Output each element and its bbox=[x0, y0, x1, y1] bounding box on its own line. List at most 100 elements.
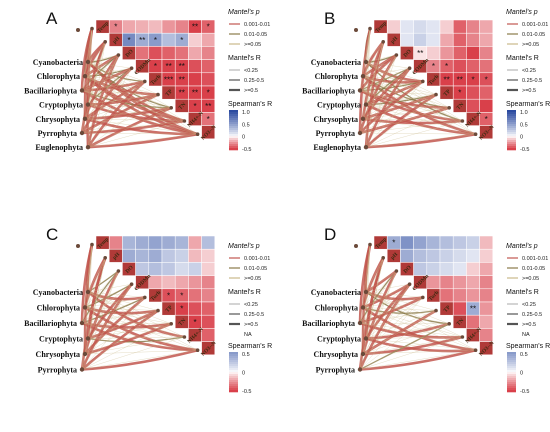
heatmap-cell bbox=[174, 248, 189, 263]
mantel-link-faint bbox=[359, 257, 384, 370]
mantel-link bbox=[84, 296, 146, 355]
heatmap-cell bbox=[161, 235, 176, 250]
mantel-link-faint bbox=[81, 336, 185, 370]
taxon-node bbox=[82, 116, 88, 122]
legend-item-mantel-r: <0.25 bbox=[522, 302, 536, 308]
mantel-link-faint bbox=[365, 81, 423, 105]
mantel-link-faint bbox=[365, 54, 397, 105]
heatmap-cell bbox=[452, 248, 467, 263]
env-node bbox=[103, 40, 107, 44]
mantel-link-faint bbox=[362, 270, 397, 355]
significance-mark: * bbox=[485, 75, 488, 84]
taxon-node bbox=[82, 74, 88, 79]
mantel-link-faint bbox=[359, 28, 371, 134]
mantel-link bbox=[365, 132, 476, 149]
mantel-link-faint bbox=[365, 104, 463, 122]
mantel-link-faint bbox=[362, 297, 423, 355]
legend: Mantel's p 0.001-0.01 0.01-0.05 >=0.05 Mante… bbox=[228, 9, 272, 153]
mantel-link bbox=[80, 283, 133, 371]
legend-item-mantel-r: <0.25 bbox=[244, 68, 258, 74]
colorbar-tick: 0.5 bbox=[242, 122, 250, 128]
panel-letter: C bbox=[46, 225, 58, 244]
taxon-label: Euglenophyta bbox=[35, 143, 83, 152]
taxon-label: Cyanobacteria bbox=[33, 288, 83, 297]
heatmap-cell bbox=[188, 32, 202, 47]
mantel-link-faint bbox=[365, 291, 476, 351]
significance-mark: ** bbox=[192, 23, 198, 32]
mantel-link-faint bbox=[365, 120, 463, 148]
mantel-link-faint bbox=[84, 54, 119, 119]
significance-mark: * bbox=[207, 115, 210, 124]
mantel-link bbox=[87, 132, 198, 149]
mantel-link-faint bbox=[87, 297, 145, 339]
env-node bbox=[169, 322, 173, 326]
heatmap-cell bbox=[479, 32, 494, 47]
mantel-link bbox=[359, 348, 476, 371]
mantel-link-faint bbox=[84, 350, 198, 355]
heatmap-cell bbox=[439, 32, 454, 47]
heatmap-cell bbox=[452, 275, 467, 290]
variable-label: DO bbox=[403, 48, 414, 59]
colorbar-segment bbox=[507, 374, 516, 377]
mantel-link-faint bbox=[87, 104, 198, 135]
taxon-node bbox=[85, 59, 91, 65]
heatmap-cell bbox=[466, 275, 480, 290]
significance-mark: * bbox=[180, 36, 183, 45]
legend: Mantel's p 0.001-0.01 0.01-0.05 >=0.05 Mante… bbox=[506, 9, 550, 153]
mantel-link-faint bbox=[84, 76, 159, 95]
mantel-link-faint bbox=[87, 54, 119, 148]
colorbar-segment bbox=[507, 354, 516, 357]
legend-item-na: NA bbox=[244, 332, 252, 338]
mantel-link-faint bbox=[81, 284, 132, 370]
mantel-link-faint bbox=[87, 291, 172, 324]
mantel-link-faint bbox=[365, 297, 423, 339]
mantel-link-faint bbox=[362, 307, 437, 311]
mantel-link-faint bbox=[84, 284, 132, 355]
mantel-link-faint bbox=[362, 244, 371, 355]
colorbar-segment bbox=[229, 388, 238, 391]
mantel-link bbox=[87, 309, 159, 340]
legend-title-spearman: Spearman's R bbox=[506, 101, 550, 108]
mantel-link bbox=[84, 106, 172, 121]
mantel-link-faint bbox=[81, 310, 159, 370]
mantel-link-faint bbox=[87, 270, 119, 293]
colorbar-segment bbox=[507, 140, 516, 143]
env-node bbox=[394, 269, 399, 273]
heatmap-cell bbox=[466, 46, 480, 60]
variable-label: DO bbox=[125, 264, 136, 275]
mantel-link-faint bbox=[362, 76, 463, 122]
mantel-link-faint bbox=[81, 90, 159, 95]
mantel-link-faint bbox=[365, 61, 437, 95]
significance-mark: *** bbox=[164, 75, 173, 84]
taxon-label: Chlorophyta bbox=[315, 72, 358, 81]
taxon-node bbox=[85, 336, 91, 341]
mantel-link-faint bbox=[365, 61, 410, 69]
mantel-link-faint bbox=[362, 68, 410, 77]
significance-mark: ** bbox=[179, 75, 185, 84]
colorbar-segment bbox=[507, 382, 516, 385]
mantel-link-faint bbox=[84, 244, 93, 355]
heatmap-cell bbox=[439, 19, 454, 34]
mantel-link-faint bbox=[87, 134, 198, 148]
colorbar-segment bbox=[229, 124, 238, 127]
taxon-node bbox=[363, 59, 369, 65]
mantel-link-faint bbox=[87, 61, 159, 95]
taxon-label: Pyrrophyta bbox=[38, 366, 77, 375]
mantel-link-faint bbox=[362, 307, 476, 351]
mantel-link-faint bbox=[81, 244, 93, 324]
colorbar-tick: 1.0 bbox=[520, 110, 528, 116]
colorbar-tick: 0 bbox=[242, 370, 245, 376]
heatmap-cell bbox=[452, 32, 467, 47]
taxon-label: Cryptophyta bbox=[317, 101, 361, 110]
env-node bbox=[195, 348, 200, 352]
heatmap-cell bbox=[201, 275, 216, 290]
panel-D: D ***TemppHDOCODMnTurbTPTNNH4+-NNO3--NCya… bbox=[302, 225, 550, 395]
significance-mark: * bbox=[471, 75, 474, 84]
taxon-node bbox=[79, 320, 85, 326]
heatmap-cell bbox=[479, 59, 494, 74]
colorbar-segment bbox=[507, 110, 516, 113]
legend-item-mantel-p: 0.01-0.05 bbox=[522, 266, 545, 272]
mantel-link-faint bbox=[365, 291, 423, 298]
taxon-node bbox=[363, 102, 369, 107]
taxon-label: Chlorophyta bbox=[37, 72, 80, 81]
